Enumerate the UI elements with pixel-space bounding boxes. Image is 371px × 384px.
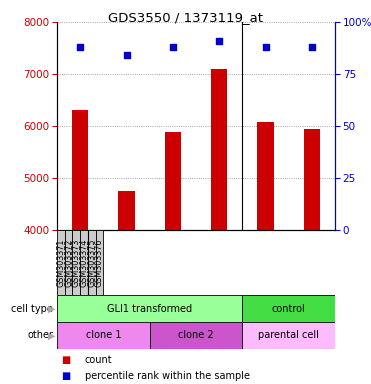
Point [263,44,269,50]
Text: GSM303373: GSM303373 [72,238,81,287]
Text: ■: ■ [61,371,70,381]
Bar [96,230,104,295]
Point [216,38,222,44]
Bar [57,295,242,322]
Point [170,44,176,50]
Point [77,44,83,50]
Text: cell type: cell type [12,303,53,313]
Text: GLI1 transformed: GLI1 transformed [107,303,192,313]
Bar [257,122,273,230]
Text: clone 2: clone 2 [178,331,214,341]
Bar [72,230,80,295]
Bar [304,129,320,230]
Bar [88,230,96,295]
Text: other: other [27,331,53,341]
Bar [242,295,335,322]
Text: GSM303371: GSM303371 [56,238,65,287]
Bar [242,322,335,349]
Text: GSM303375: GSM303375 [87,238,96,287]
Bar [57,322,150,349]
Text: clone 1: clone 1 [86,331,121,341]
Bar [65,230,72,295]
Bar [165,132,181,230]
Text: GSM303374: GSM303374 [79,238,89,287]
Text: GSM303376: GSM303376 [95,238,104,287]
Bar [211,69,227,230]
Bar [57,230,65,295]
Bar [118,191,135,230]
Bar [72,111,88,230]
Point [309,44,315,50]
Bar [150,322,242,349]
Text: ■: ■ [61,355,70,365]
Text: percentile rank within the sample: percentile rank within the sample [85,371,250,381]
Point [124,52,129,58]
Text: GDS3550 / 1373119_at: GDS3550 / 1373119_at [108,12,263,25]
Bar [80,230,88,295]
Text: parental cell: parental cell [258,331,319,341]
Text: ▶: ▶ [47,331,55,341]
Text: control: control [272,303,306,313]
Text: count: count [85,355,112,365]
Text: GSM303372: GSM303372 [64,238,73,287]
Text: ▶: ▶ [47,304,55,314]
